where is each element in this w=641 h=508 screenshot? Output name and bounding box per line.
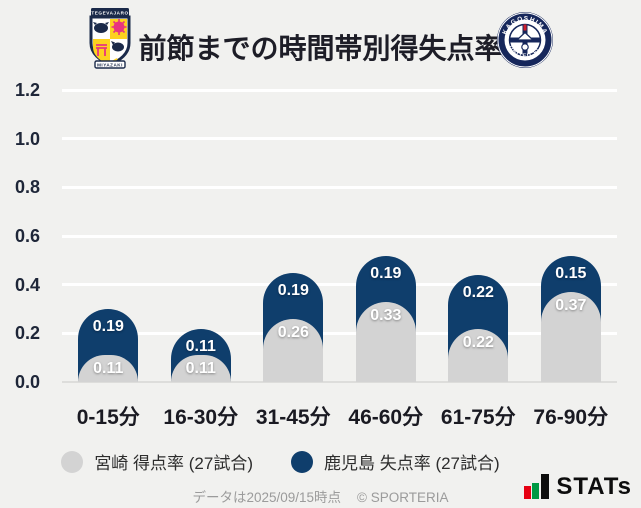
x-tick-label: 76-90分	[533, 406, 609, 429]
gridline	[62, 331, 617, 335]
copyright-text: © SPORTERIA	[357, 490, 449, 505]
legend-color-dot	[291, 450, 313, 473]
value-label-miyazaki: 0.11	[93, 360, 124, 378]
bar-miyazaki-scored: 0.37	[540, 292, 601, 382]
y-tick-label: 1.0	[14, 128, 40, 149]
value-label-miyazaki: 0.22	[462, 333, 494, 351]
value-label-kagoshima: 0.11	[185, 337, 216, 355]
legend-color-dot	[61, 450, 84, 473]
value-label-kagoshima: 0.22	[462, 283, 494, 301]
bar-miyazaki-scored: 0.11	[78, 355, 139, 382]
legend-label: 宮崎 得点率 (27試合)	[94, 454, 253, 473]
value-label-miyazaki: 0.26	[277, 323, 309, 341]
x-tick-label: 61-75分	[440, 406, 516, 429]
gridline	[62, 283, 617, 287]
y-tick-label: 0.8	[14, 177, 40, 198]
legend-item: 鹿児島 失点率 (27試合)	[291, 449, 500, 474]
x-axis-line	[62, 380, 617, 383]
bar-miyazaki-scored: 0.11	[170, 355, 231, 382]
footer-note: データは2025/09/15時点 © SPORTERIA	[0, 486, 641, 506]
data-as-of-text: データは2025/09/15時点	[192, 490, 342, 505]
miyazaki-crest-logo: TEGEVAJARO MIYAZAKI	[78, 7, 142, 73]
page-title: 前節までの時間帯別得失点率	[138, 33, 503, 64]
legend-item: 宮崎 得点率 (27試合)	[61, 449, 253, 474]
kagoshima-badge-logo: KAGOSHIMA UNITED FC	[496, 11, 554, 69]
value-label-kagoshima: 0.19	[277, 281, 309, 299]
svg-text:MIYAZAKI: MIYAZAKI	[97, 63, 123, 68]
bar-miyazaki-scored: 0.33	[355, 301, 416, 382]
value-label-miyazaki: 0.33	[370, 306, 402, 324]
x-tick-label: 46-60分	[348, 406, 424, 429]
legend-label: 鹿児島 失点率 (27試合)	[324, 454, 500, 473]
gridline	[62, 88, 617, 92]
y-tick-label: 0.6	[14, 226, 40, 246]
value-label-kagoshima: 0.19	[92, 318, 124, 335]
stats-bars-icon	[524, 474, 550, 499]
x-tick-label: 31-45分	[255, 406, 331, 429]
bar-miyazaki-scored: 0.26	[263, 318, 324, 382]
gridline	[62, 185, 617, 189]
stats-logo: STATs	[524, 474, 632, 499]
y-tick-label: 0.0	[14, 372, 40, 392]
x-tick-label: 16-30分	[163, 406, 239, 429]
svg-text:TEGEVAJARO: TEGEVAJARO	[91, 11, 128, 16]
y-tick-label: 1.2	[14, 80, 40, 100]
chart-legend: 宮崎 得点率 (27試合) 鹿児島 失点率 (27試合)	[0, 449, 601, 474]
y-tick-label: 0.4	[14, 274, 40, 295]
value-label-miyazaki: 0.37	[555, 297, 587, 314]
gridline	[62, 137, 617, 141]
y-tick-label: 0.2	[14, 323, 40, 344]
x-tick-label: 0-15分	[76, 406, 140, 429]
value-label-kagoshima: 0.15	[555, 264, 587, 282]
bar-miyazaki-scored: 0.22	[448, 328, 509, 382]
value-label-kagoshima: 0.19	[370, 264, 402, 282]
value-label-miyazaki: 0.11	[185, 360, 216, 378]
gridline	[62, 234, 617, 238]
stats-wordmark: STATs	[556, 473, 632, 500]
